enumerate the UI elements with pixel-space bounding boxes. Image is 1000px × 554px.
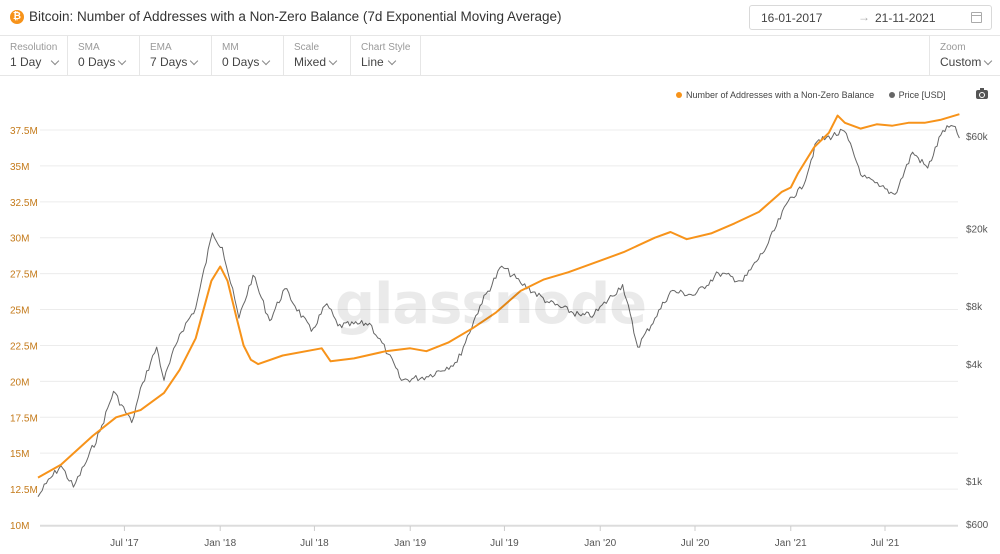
ema-label: EMA [150, 42, 172, 53]
scale-value: Mixed [294, 55, 327, 69]
zoom-value: Custom [940, 55, 982, 69]
date-range-picker[interactable]: 16-01-2017 → 21-11-2021 [749, 5, 992, 30]
y-left-tick-label: 37.5M [10, 126, 38, 137]
x-tick-label: Jul '19 [490, 538, 519, 549]
mm-label: MM [222, 42, 239, 53]
ema-value: 7 Days [150, 55, 188, 69]
chart-style-label: Chart Style [361, 42, 411, 53]
chevron-down-icon [261, 56, 271, 66]
y-left-tick-label: 15M [10, 449, 29, 460]
ema-dropdown[interactable]: EMA 7 Days [140, 36, 212, 76]
legend-dot-price [888, 92, 895, 99]
resolution-value: 1 Day [10, 55, 42, 69]
chart-style-value: Line [361, 55, 384, 69]
chart-legend: Number of Addresses with a Non-Zero Bala… [676, 89, 958, 100]
y-left-tick-label: 17.5M [10, 413, 38, 424]
watermark: glassnode [335, 272, 647, 337]
y-right-tick-label: $60k [966, 132, 989, 143]
arrow-right-icon: → [858, 10, 870, 24]
chart-toolbar: Resolution 1 Day SMA 0 Days EMA 7 Days M… [0, 36, 1000, 76]
camera-icon[interactable] [976, 88, 988, 99]
chevron-down-icon [983, 56, 993, 66]
y-left-tick-label: 32.5M [10, 198, 38, 209]
mm-value: 0 Days [222, 55, 260, 69]
x-tick-label: Jan '20 [584, 538, 616, 549]
legend-item-addresses[interactable]: Number of Addresses with a Non-Zero Bala… [676, 90, 874, 100]
y-left-tick-label: 10M [10, 521, 29, 532]
chevron-down-icon [328, 56, 338, 66]
y-right-tick-label: $1k [966, 477, 983, 488]
zoom-dropdown[interactable]: Zoom Custom [929, 36, 1000, 76]
x-tick-label: Jul '20 [681, 538, 710, 549]
y-left-tick-label: 25M [10, 306, 29, 317]
y-right-tick-label: $8k [966, 302, 983, 313]
x-tick-label: Jul '21 [871, 538, 900, 549]
resolution-label: Resolution [10, 42, 58, 53]
sma-dropdown[interactable]: SMA 0 Days [68, 36, 140, 76]
scale-dropdown[interactable]: Scale Mixed [284, 36, 351, 76]
y-left-tick-label: 12.5M [10, 485, 38, 496]
calendar-icon[interactable] [971, 12, 982, 23]
mm-dropdown[interactable]: MM 0 Days [212, 36, 284, 76]
page-title: Bitcoin: Number of Addresses with a Non-… [29, 9, 562, 24]
chevron-down-icon [50, 56, 60, 66]
chevron-down-icon [387, 56, 397, 66]
chart-area: 10M 12.5M 15M 17.5M 20M 22.5M 25M 27.5M 30M 32.5M… [0, 77, 1000, 554]
y-right-tick-label: $20k [966, 225, 989, 236]
x-tick-label: Jan '19 [394, 538, 426, 549]
x-tick-label: Jan '21 [775, 538, 807, 549]
legend-dot-addresses [676, 92, 682, 99]
legend-label-addresses: Number of Addresses with a Non-Zero Bala… [686, 89, 875, 100]
y-left-tick-label: 27.5M [10, 270, 38, 281]
sma-label: SMA [78, 42, 100, 53]
y-right-tick-label: $600 [966, 520, 989, 531]
addresses-series-line [37, 113, 960, 479]
chart-style-dropdown[interactable]: Chart Style Line [351, 36, 421, 76]
x-tick-label: Jul '18 [300, 538, 329, 549]
legend-label-price: Price [USD] [898, 89, 946, 100]
chevron-down-icon [189, 56, 199, 66]
header-bar: ₿ Bitcoin: Number of Addresses with a No… [0, 0, 1000, 36]
legend-item-price[interactable]: Price [USD] [888, 89, 946, 100]
chart-svg[interactable]: 10M 12.5M 15M 17.5M 20M 22.5M 25M 27.5M 30M 32.5M… [0, 77, 1000, 554]
resolution-dropdown[interactable]: Resolution 1 Day [0, 36, 68, 76]
y-left-tick-label: 22.5M [10, 341, 38, 352]
y-left-tick-label: 20M [10, 377, 29, 388]
y-right-tick-label: $4k [966, 360, 983, 371]
bitcoin-icon: ₿ [10, 10, 24, 24]
y-left-tick-label: 35M [10, 162, 29, 173]
date-start-input[interactable]: 16-01-2017 [761, 11, 823, 25]
price-series-line [37, 125, 960, 497]
x-tick-label: Jul '17 [110, 538, 139, 549]
scale-label: Scale [294, 42, 320, 53]
sma-value: 0 Days [78, 55, 116, 69]
x-tick-label: Jan '18 [204, 538, 236, 549]
chevron-down-icon [117, 56, 127, 66]
zoom-label: Zoom [940, 42, 966, 53]
date-end-input[interactable]: 21-11-2021 [875, 11, 936, 25]
y-left-tick-label: 30M [10, 234, 29, 245]
